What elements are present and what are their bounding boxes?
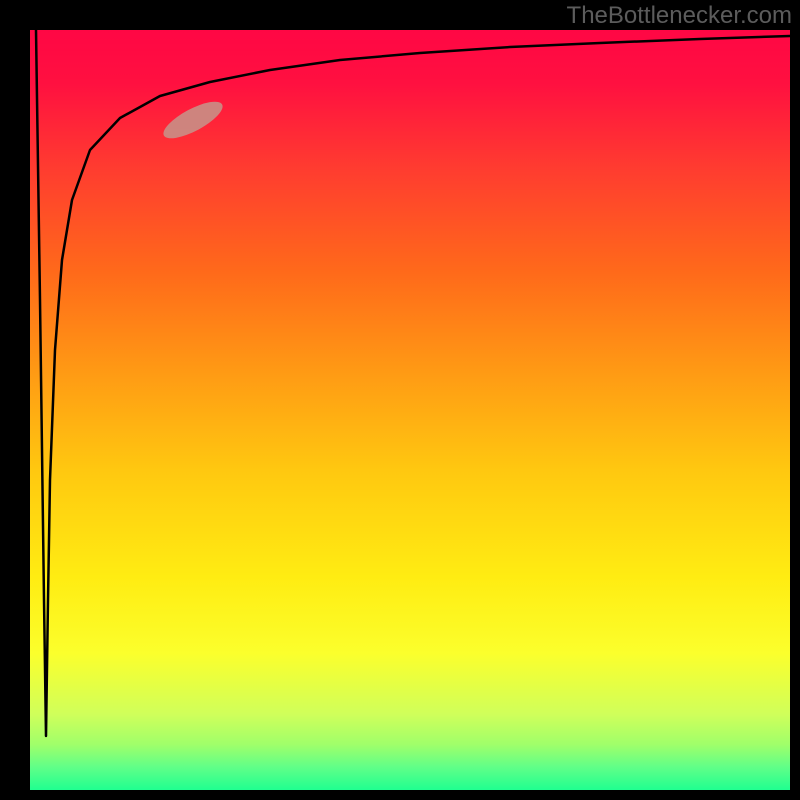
gradient-plot-area <box>0 0 800 800</box>
plot-background <box>30 30 790 790</box>
chart-frame: TheBottlenecker.com <box>0 0 800 800</box>
watermark-text: TheBottlenecker.com <box>567 2 792 30</box>
